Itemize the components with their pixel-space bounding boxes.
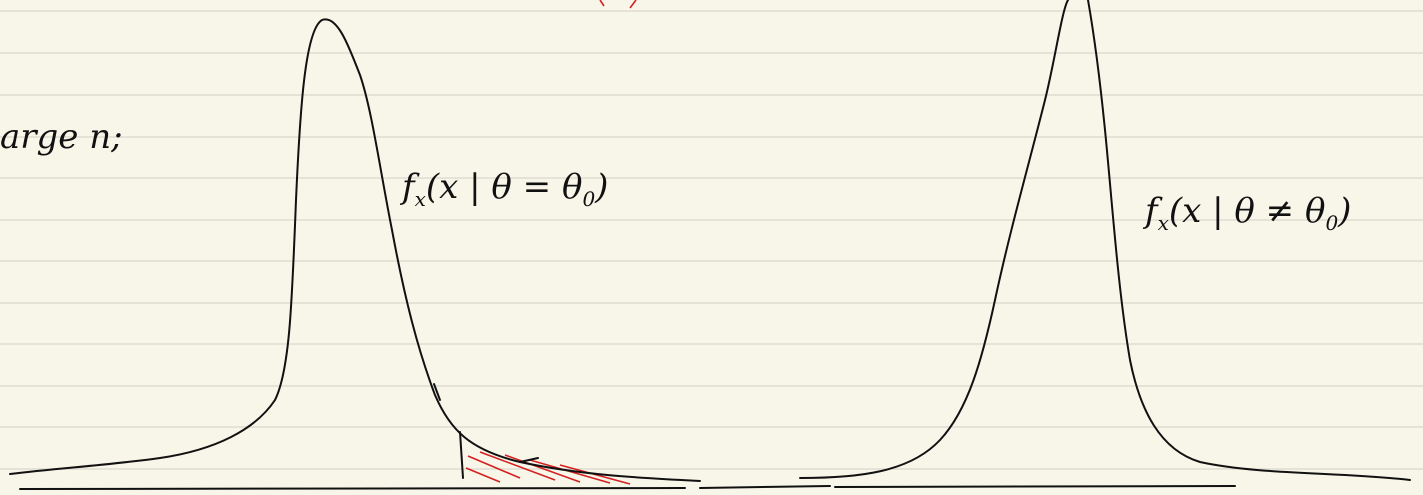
note-fragment: arge n;: [0, 117, 123, 157]
label-part: (x | θ = θ: [426, 167, 583, 207]
density-label: fx(x | θ ≠ θ0): [1142, 191, 1351, 235]
label-part: ): [1337, 191, 1351, 231]
page: {"note": {"fragment": "arge n;", "annota…: [0, 0, 1423, 495]
alt-density-curve: [800, 0, 1410, 480]
label-part: ): [594, 167, 608, 207]
baseline: [20, 486, 1235, 489]
null-density-curve: [10, 19, 700, 481]
density-label: fx(x | θ = θ0): [399, 167, 608, 211]
label-subscript: 0: [582, 187, 595, 211]
label-subscript: x: [1158, 211, 1169, 235]
ruled-lines: [0, 11, 1423, 469]
label-part: (x | θ ≠ θ: [1169, 191, 1326, 231]
label-subscript: 0: [1325, 211, 1338, 235]
label-subscript: x: [415, 187, 426, 211]
red-scribble: [600, 0, 636, 8]
note-canvas: arge n; fx(x | θ = θ0) fx(x | θ ≠ θ0): [0, 0, 1423, 495]
